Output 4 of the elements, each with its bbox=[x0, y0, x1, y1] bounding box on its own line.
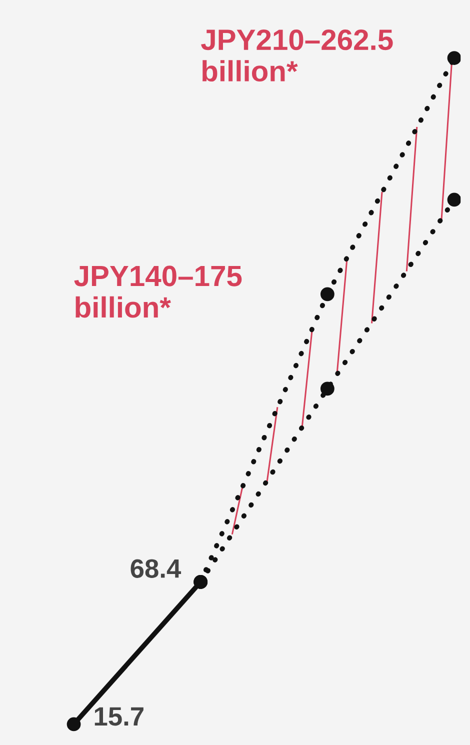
annotation: JPY140–175 billion* bbox=[74, 266, 242, 318]
data-label: 68.4 bbox=[130, 559, 182, 578]
data-label: 15.7 bbox=[94, 707, 144, 726]
annotation: JPY210–262.5 billion* bbox=[201, 29, 393, 82]
